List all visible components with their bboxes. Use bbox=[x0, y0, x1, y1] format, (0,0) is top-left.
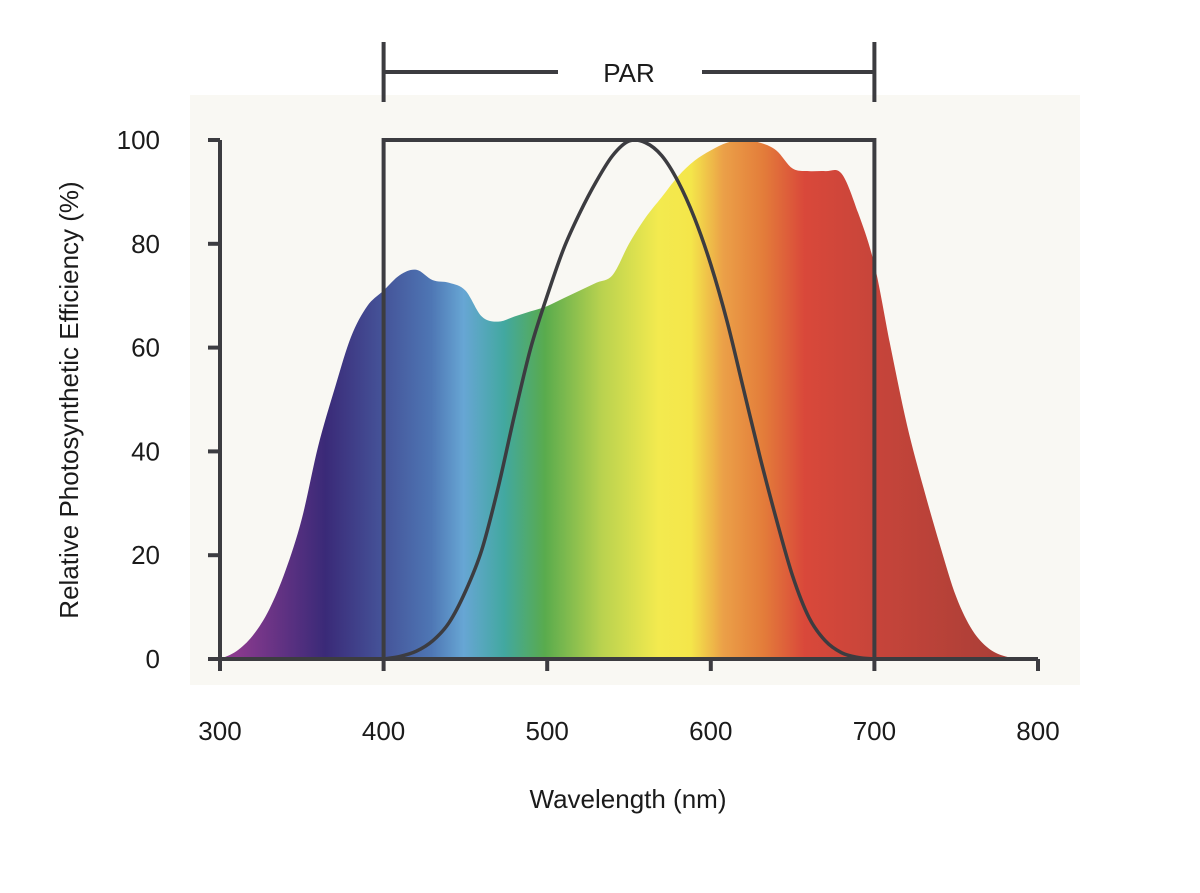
y-tick-label-100: 100 bbox=[117, 125, 160, 155]
y-tick-label-80: 80 bbox=[131, 229, 160, 259]
y-tick-label-0: 0 bbox=[146, 644, 160, 674]
y-axis-title: Relative Photosynthetic Efficiency (%) bbox=[54, 181, 84, 618]
x-tick-label-500: 500 bbox=[526, 716, 569, 746]
x-tick-label-700: 700 bbox=[853, 716, 896, 746]
x-tick-label-400: 400 bbox=[362, 716, 405, 746]
x-tick-label-800: 800 bbox=[1016, 716, 1059, 746]
x-tick-label-300: 300 bbox=[198, 716, 241, 746]
y-tick-label-40: 40 bbox=[131, 436, 160, 466]
par-bracket bbox=[381, 42, 877, 102]
axes bbox=[208, 138, 1040, 671]
x-tick-label-600: 600 bbox=[689, 716, 732, 746]
luminosity-curve bbox=[383, 138, 875, 661]
y-tick-labels: 0 20 40 60 80 100 bbox=[117, 125, 160, 674]
y-tick-label-60: 60 bbox=[131, 333, 160, 363]
par-label: PAR bbox=[603, 58, 655, 88]
y-tick-label-20: 20 bbox=[131, 540, 160, 570]
x-axis-title: Wavelength (nm) bbox=[530, 784, 727, 814]
x-tick-labels: 300 400 500 600 700 800 bbox=[198, 716, 1059, 746]
